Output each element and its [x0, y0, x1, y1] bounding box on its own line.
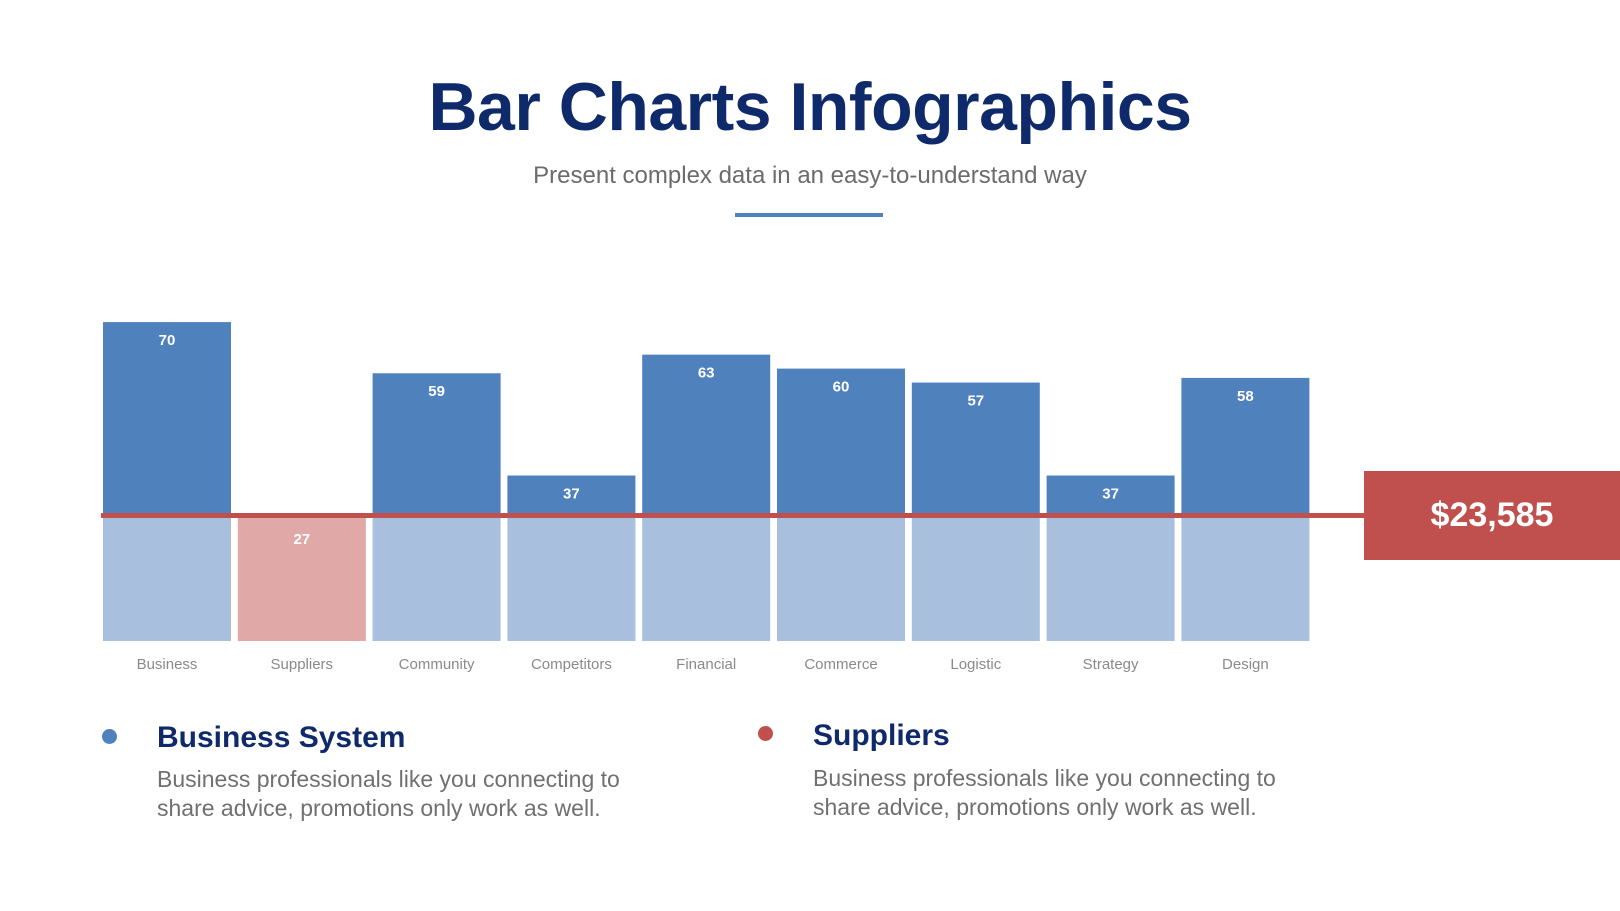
x-tick-label: Suppliers: [271, 656, 334, 673]
data-label: 57: [967, 393, 984, 410]
bar-design: [1181, 377, 1310, 516]
legend-text: Business professionals like you connecti…: [157, 766, 620, 821]
bar-logistic: [911, 382, 1040, 516]
page-subtitle: Present complex data in an easy-to-under…: [533, 162, 1087, 189]
threshold-line: [101, 513, 1365, 518]
bar-strategy: [1046, 475, 1175, 516]
bar-community: [372, 373, 501, 516]
legend-title: Business System: [157, 721, 406, 754]
bar-suppliers: [237, 516, 366, 641]
bar-lower-logistic: [911, 516, 1040, 641]
bar-business: [103, 322, 231, 516]
data-label: 58: [1237, 388, 1254, 405]
data-label: 63: [698, 365, 715, 382]
x-tick-label: Logistic: [950, 656, 1001, 673]
x-tick-label: Strategy: [1083, 656, 1139, 673]
x-tick-label: Financial: [676, 656, 736, 673]
legend-title: Suppliers: [813, 719, 950, 752]
data-label: 70: [159, 332, 176, 349]
bar-lower-strategy: [1046, 516, 1175, 641]
bar-lower-competitors: [507, 516, 636, 641]
red-bullet-icon: [758, 726, 773, 741]
legend-text: Business professionals like you connecti…: [813, 765, 1276, 820]
bar-financial: [642, 354, 771, 516]
bar-lower-design: [1181, 516, 1310, 641]
bar-lower-business: [103, 516, 231, 641]
x-tick-label: Business: [137, 656, 198, 673]
title-divider: [735, 213, 883, 217]
bar-lower-community: [372, 516, 501, 641]
data-label: 37: [563, 486, 580, 503]
data-label: 60: [833, 379, 850, 396]
bar-lower-commerce: [777, 516, 905, 641]
total-value-callout: $23,585: [1364, 471, 1620, 560]
x-tick-label: Design: [1222, 656, 1269, 673]
x-tick-label: Commerce: [804, 656, 877, 673]
bar-commerce: [777, 368, 905, 516]
page-title: Bar Charts Infographics: [428, 69, 1192, 145]
bar-chart: 70 Business 27 Suppliers 59 Community 37 Compet…: [101, 322, 1365, 673]
bar-competitors: [507, 475, 636, 516]
x-tick-label: Competitors: [531, 656, 612, 673]
x-tick-label: Community: [399, 656, 475, 673]
data-label: 27: [293, 531, 310, 548]
data-label: 37: [1102, 486, 1119, 503]
data-label: 59: [428, 383, 445, 400]
bar-lower-financial: [642, 516, 771, 641]
blue-bullet-icon: [102, 729, 117, 744]
